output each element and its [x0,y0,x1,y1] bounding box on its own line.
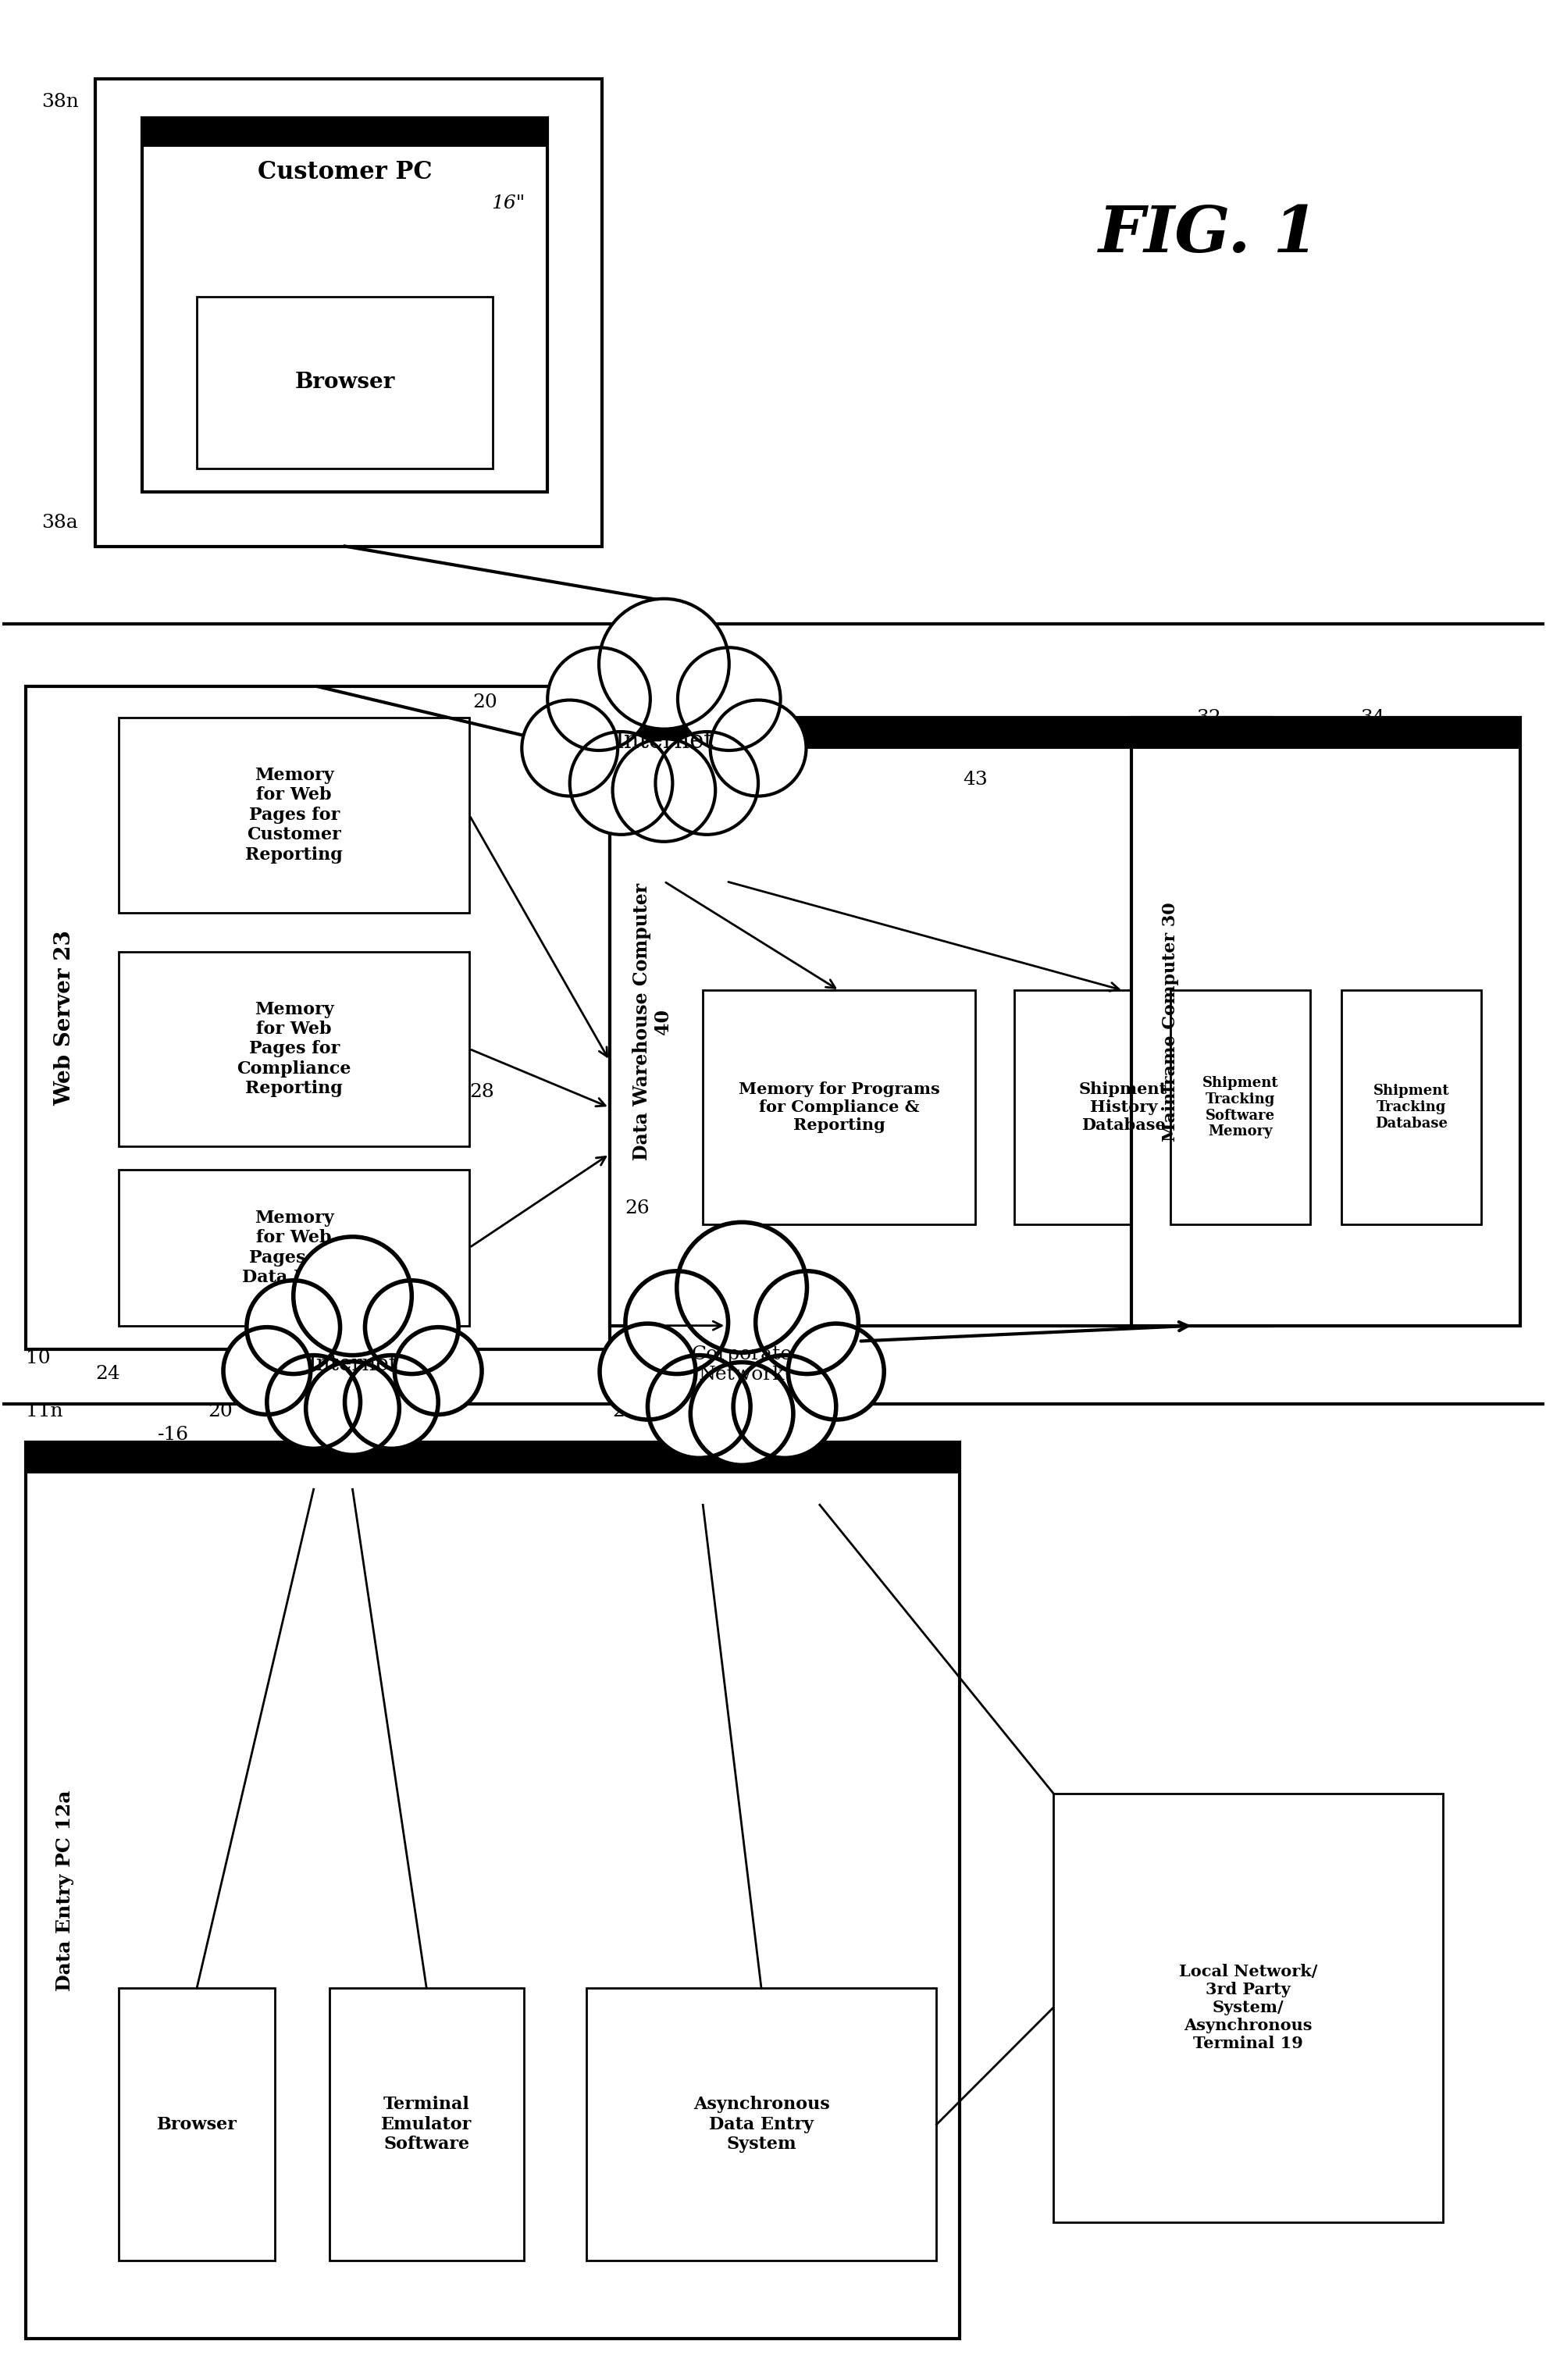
Text: Browser: Browser [294,371,394,393]
Circle shape [267,1354,360,1449]
Circle shape [569,731,673,835]
Circle shape [754,1271,858,1373]
Text: 41: 41 [807,733,832,750]
Circle shape [394,1328,481,1414]
Text: 11n: 11n [26,1402,63,1421]
Bar [1169,990,1309,1223]
Circle shape [788,1323,884,1418]
Text: Mainframe Computer 30: Mainframe Computer 30 [1161,902,1178,1142]
Circle shape [223,1328,311,1414]
Circle shape [600,1323,696,1418]
Bar [142,117,547,493]
Text: 34: 34 [1359,709,1384,726]
Circle shape [306,1361,399,1454]
Text: Memory for Programs
for Compliance &
Reporting: Memory for Programs for Compliance & Rep… [737,1081,940,1133]
Circle shape [547,647,649,750]
Text: Asynchronous
Data Entry
System: Asynchronous Data Entry System [693,2097,829,2154]
Text: Corporate
Network: Corporate Network [691,1345,792,1383]
Text: 32: 32 [1197,709,1221,726]
Bar [119,719,468,912]
Text: 14: 14 [391,1426,416,1445]
Circle shape [345,1354,438,1449]
Text: 20: 20 [472,693,498,712]
Text: Web Server 23: Web Server 23 [54,931,74,1107]
Bar [196,298,493,469]
Bar [26,685,609,1349]
Text: Data Warehouse Computer
40: Data Warehouse Computer 40 [632,883,673,1161]
Circle shape [246,1280,340,1373]
Text: 16": 16" [492,195,526,212]
Text: FIG. 1: FIG. 1 [1098,202,1319,267]
Bar [96,79,601,545]
Text: Internet: Internet [308,1354,397,1376]
Bar [1130,719,1520,750]
Text: Shipment
Tracking
Software
Memory: Shipment Tracking Software Memory [1201,1076,1277,1138]
Circle shape [521,700,617,795]
Bar [1053,1792,1442,2223]
Bar [119,1987,275,2261]
Text: Data Entry PC 12a: Data Entry PC 12a [56,1790,74,1992]
Bar [26,1442,960,1473]
Bar [119,1169,468,1326]
Text: -16: -16 [158,1426,189,1445]
Bar [586,1987,935,2261]
Bar [702,990,976,1223]
Bar [609,719,1271,750]
Bar [1014,990,1232,1223]
Text: Shipment
History
Database: Shipment History Database [1079,1081,1167,1133]
Text: Terminal
Emulator
Software: Terminal Emulator Software [380,2097,472,2154]
Circle shape [612,738,714,843]
Bar [26,1442,960,2340]
Text: Internet: Internet [614,728,713,752]
Text: Customer PC: Customer PC [257,159,431,183]
Text: 43: 43 [963,771,988,790]
Text: 24: 24 [96,1364,121,1383]
Text: 38n: 38n [42,93,79,112]
Circle shape [365,1280,458,1373]
Text: 18': 18' [702,1426,733,1445]
Bar [329,1987,524,2261]
Text: Memory
for Web
Pages for
Customer
Reporting: Memory for Web Pages for Customer Report… [246,766,343,864]
Circle shape [710,700,805,795]
Bar [1340,990,1481,1223]
Circle shape [648,1354,750,1459]
Text: 10: 10 [26,1349,49,1366]
Bar [609,719,1271,1326]
Bar [119,952,468,1147]
Circle shape [656,731,758,835]
Text: Shipment
Tracking
Database: Shipment Tracking Database [1373,1085,1449,1130]
Circle shape [677,1223,807,1352]
Circle shape [677,647,781,750]
Bar [142,117,547,148]
Text: 28: 28 [468,1083,493,1102]
Text: Local Network/
3rd Party
System/
Asynchronous
Terminal 19: Local Network/ 3rd Party System/ Asynchr… [1178,1963,1317,2052]
Text: Browser: Browser [156,2116,237,2132]
Circle shape [598,600,728,728]
Circle shape [733,1354,836,1459]
Circle shape [625,1271,728,1373]
Circle shape [690,1361,793,1466]
Text: Memory
for Web
Pages for
Compliance
Reporting: Memory for Web Pages for Compliance Repo… [237,1000,351,1097]
Text: 20: 20 [207,1402,232,1421]
Text: 38a: 38a [42,514,77,531]
Text: Memory
for Web
Pages for
Data Entry: Memory for Web Pages for Data Entry [241,1209,346,1285]
Bar [1130,719,1520,1326]
Text: 11a: 11a [26,1449,62,1466]
Text: 22: 22 [612,1402,637,1421]
Circle shape [294,1238,411,1354]
Text: 26: 26 [625,1200,649,1219]
